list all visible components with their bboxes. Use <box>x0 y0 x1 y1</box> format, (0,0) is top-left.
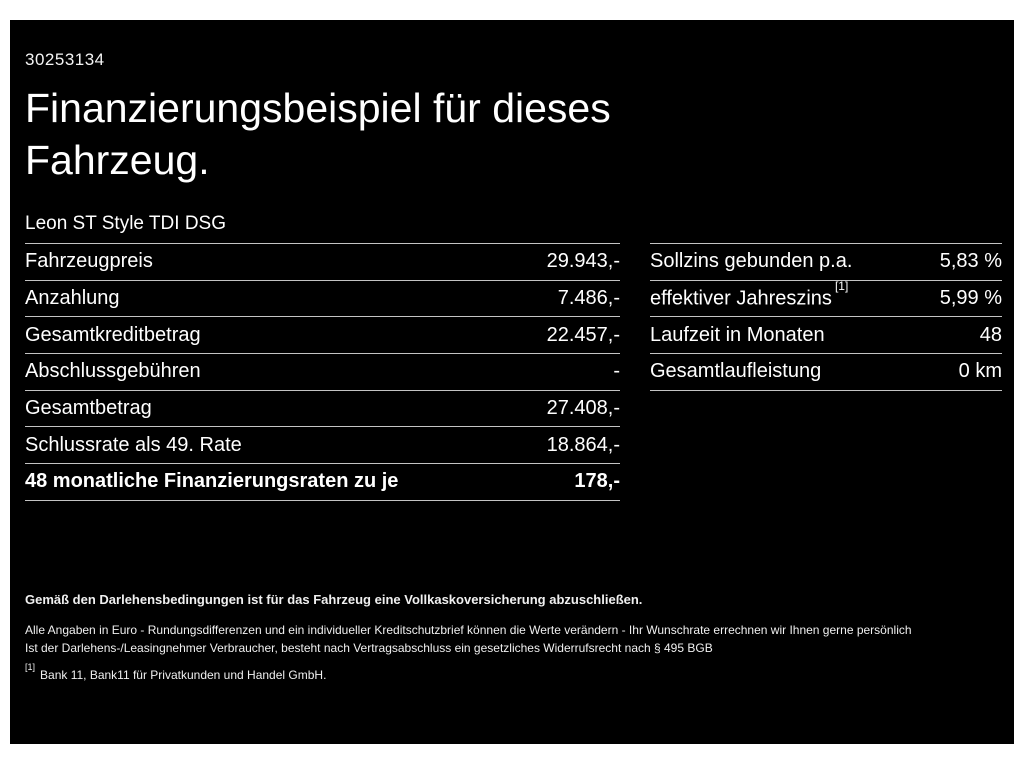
row-label: Fahrzeugpreis <box>25 250 153 273</box>
row-value: 18.864,- <box>546 433 620 456</box>
row-value: 27.408,- <box>546 397 620 420</box>
finance-row-anzahlung: Anzahlung 7.486,- <box>25 281 620 318</box>
finance-row-gesamtbetrag: Gesamtbetrag 27.408,- <box>25 391 620 428</box>
row-value: 5,83 % <box>939 250 1002 273</box>
row-label: Gesamtkreditbetrag <box>25 323 201 346</box>
fineprint-disclaimer: Alle Angaben in Euro - Rundungsdifferenz… <box>25 623 912 637</box>
row-label: Anzahlung <box>25 287 120 310</box>
row-value: - <box>613 360 620 383</box>
row-value: 22.457,- <box>546 323 620 346</box>
row-value: 29.943,- <box>546 250 620 273</box>
row-label: effektiver Jahreszins[1] <box>650 279 848 311</box>
page-title-line1: Finanzierungsbeispiel für dieses <box>25 85 611 131</box>
finance-row-schlussrate: Schlussrate als 49. Rate 18.864,- <box>25 427 620 465</box>
row-label: Laufzeit in Monaten <box>650 323 825 346</box>
row-label: Gesamtlaufleistung <box>650 360 822 383</box>
page-title-line2: Fahrzeug. <box>25 137 210 183</box>
row-value: 5,99 % <box>939 287 1002 310</box>
row-label-text: effektiver Jahreszins <box>650 287 832 310</box>
finance-row-monatsrate: 48 monatliche Finanzierungsraten zu je 1… <box>25 464 620 501</box>
finance-row-laufzeit: Laufzeit in Monaten 48 <box>650 317 1002 355</box>
finance-row-sollzins: Sollzins gebunden p.a. 5,83 % <box>650 244 1002 281</box>
vehicle-model: Leon ST Style TDI DSG <box>25 213 226 234</box>
row-label: Schlussrate als 49. Rate <box>25 433 242 456</box>
finance-row-effektiver-jahreszins: effektiver Jahreszins[1] 5,99 % <box>650 279 1002 318</box>
row-value: 178,- <box>574 470 620 493</box>
finance-row-abschlussgebuehren: Abschlussgebühren - <box>25 354 620 391</box>
row-value: 0 km <box>958 360 1002 383</box>
fineprint-bank-footnote: [1] Bank 11, Bank11 für Privatkunden und … <box>25 662 994 682</box>
fineprint-insurance: Gemäß den Darlehensbedingungen ist für d… <box>25 592 643 607</box>
page-title: Finanzierungsbeispiel für dieses Fahrzeug… <box>25 82 611 186</box>
footnote-text: Bank 11, Bank11 für Privatkunden und Han… <box>40 668 327 682</box>
vehicle-id: 30253134 <box>25 50 105 69</box>
row-value: 7.486,- <box>557 287 620 310</box>
finance-row-gesamtlaufleistung: Gesamtlaufleistung 0 km <box>650 354 1002 391</box>
footnote-marker: [1] <box>25 662 36 672</box>
finance-row-gesamtkreditbetrag: Gesamtkreditbetrag 22.457,- <box>25 317 620 355</box>
row-value: 48 <box>979 323 1002 346</box>
row-label: Abschlussgebühren <box>25 360 201 383</box>
row-label: 48 monatliche Finanzierungsraten zu je <box>25 470 399 493</box>
finance-sheet: 30253134 Finanzierungsbeispiel für diese… <box>10 20 1014 744</box>
fineprint-withdrawal: Ist der Darlehens-/Leasingnehmer Verbrau… <box>25 641 713 655</box>
finance-row-fahrzeugpreis: Fahrzeugpreis 29.943,- <box>25 244 620 281</box>
finance-table-left: Fahrzeugpreis 29.943,- Anzahlung 7.486,-… <box>25 243 620 501</box>
footnote-marker: [1] <box>834 279 849 294</box>
row-label: Gesamtbetrag <box>25 397 152 420</box>
row-label: Sollzins gebunden p.a. <box>650 250 853 273</box>
finance-table-right: Sollzins gebunden p.a. 5,83 % effektiver… <box>650 243 1002 391</box>
